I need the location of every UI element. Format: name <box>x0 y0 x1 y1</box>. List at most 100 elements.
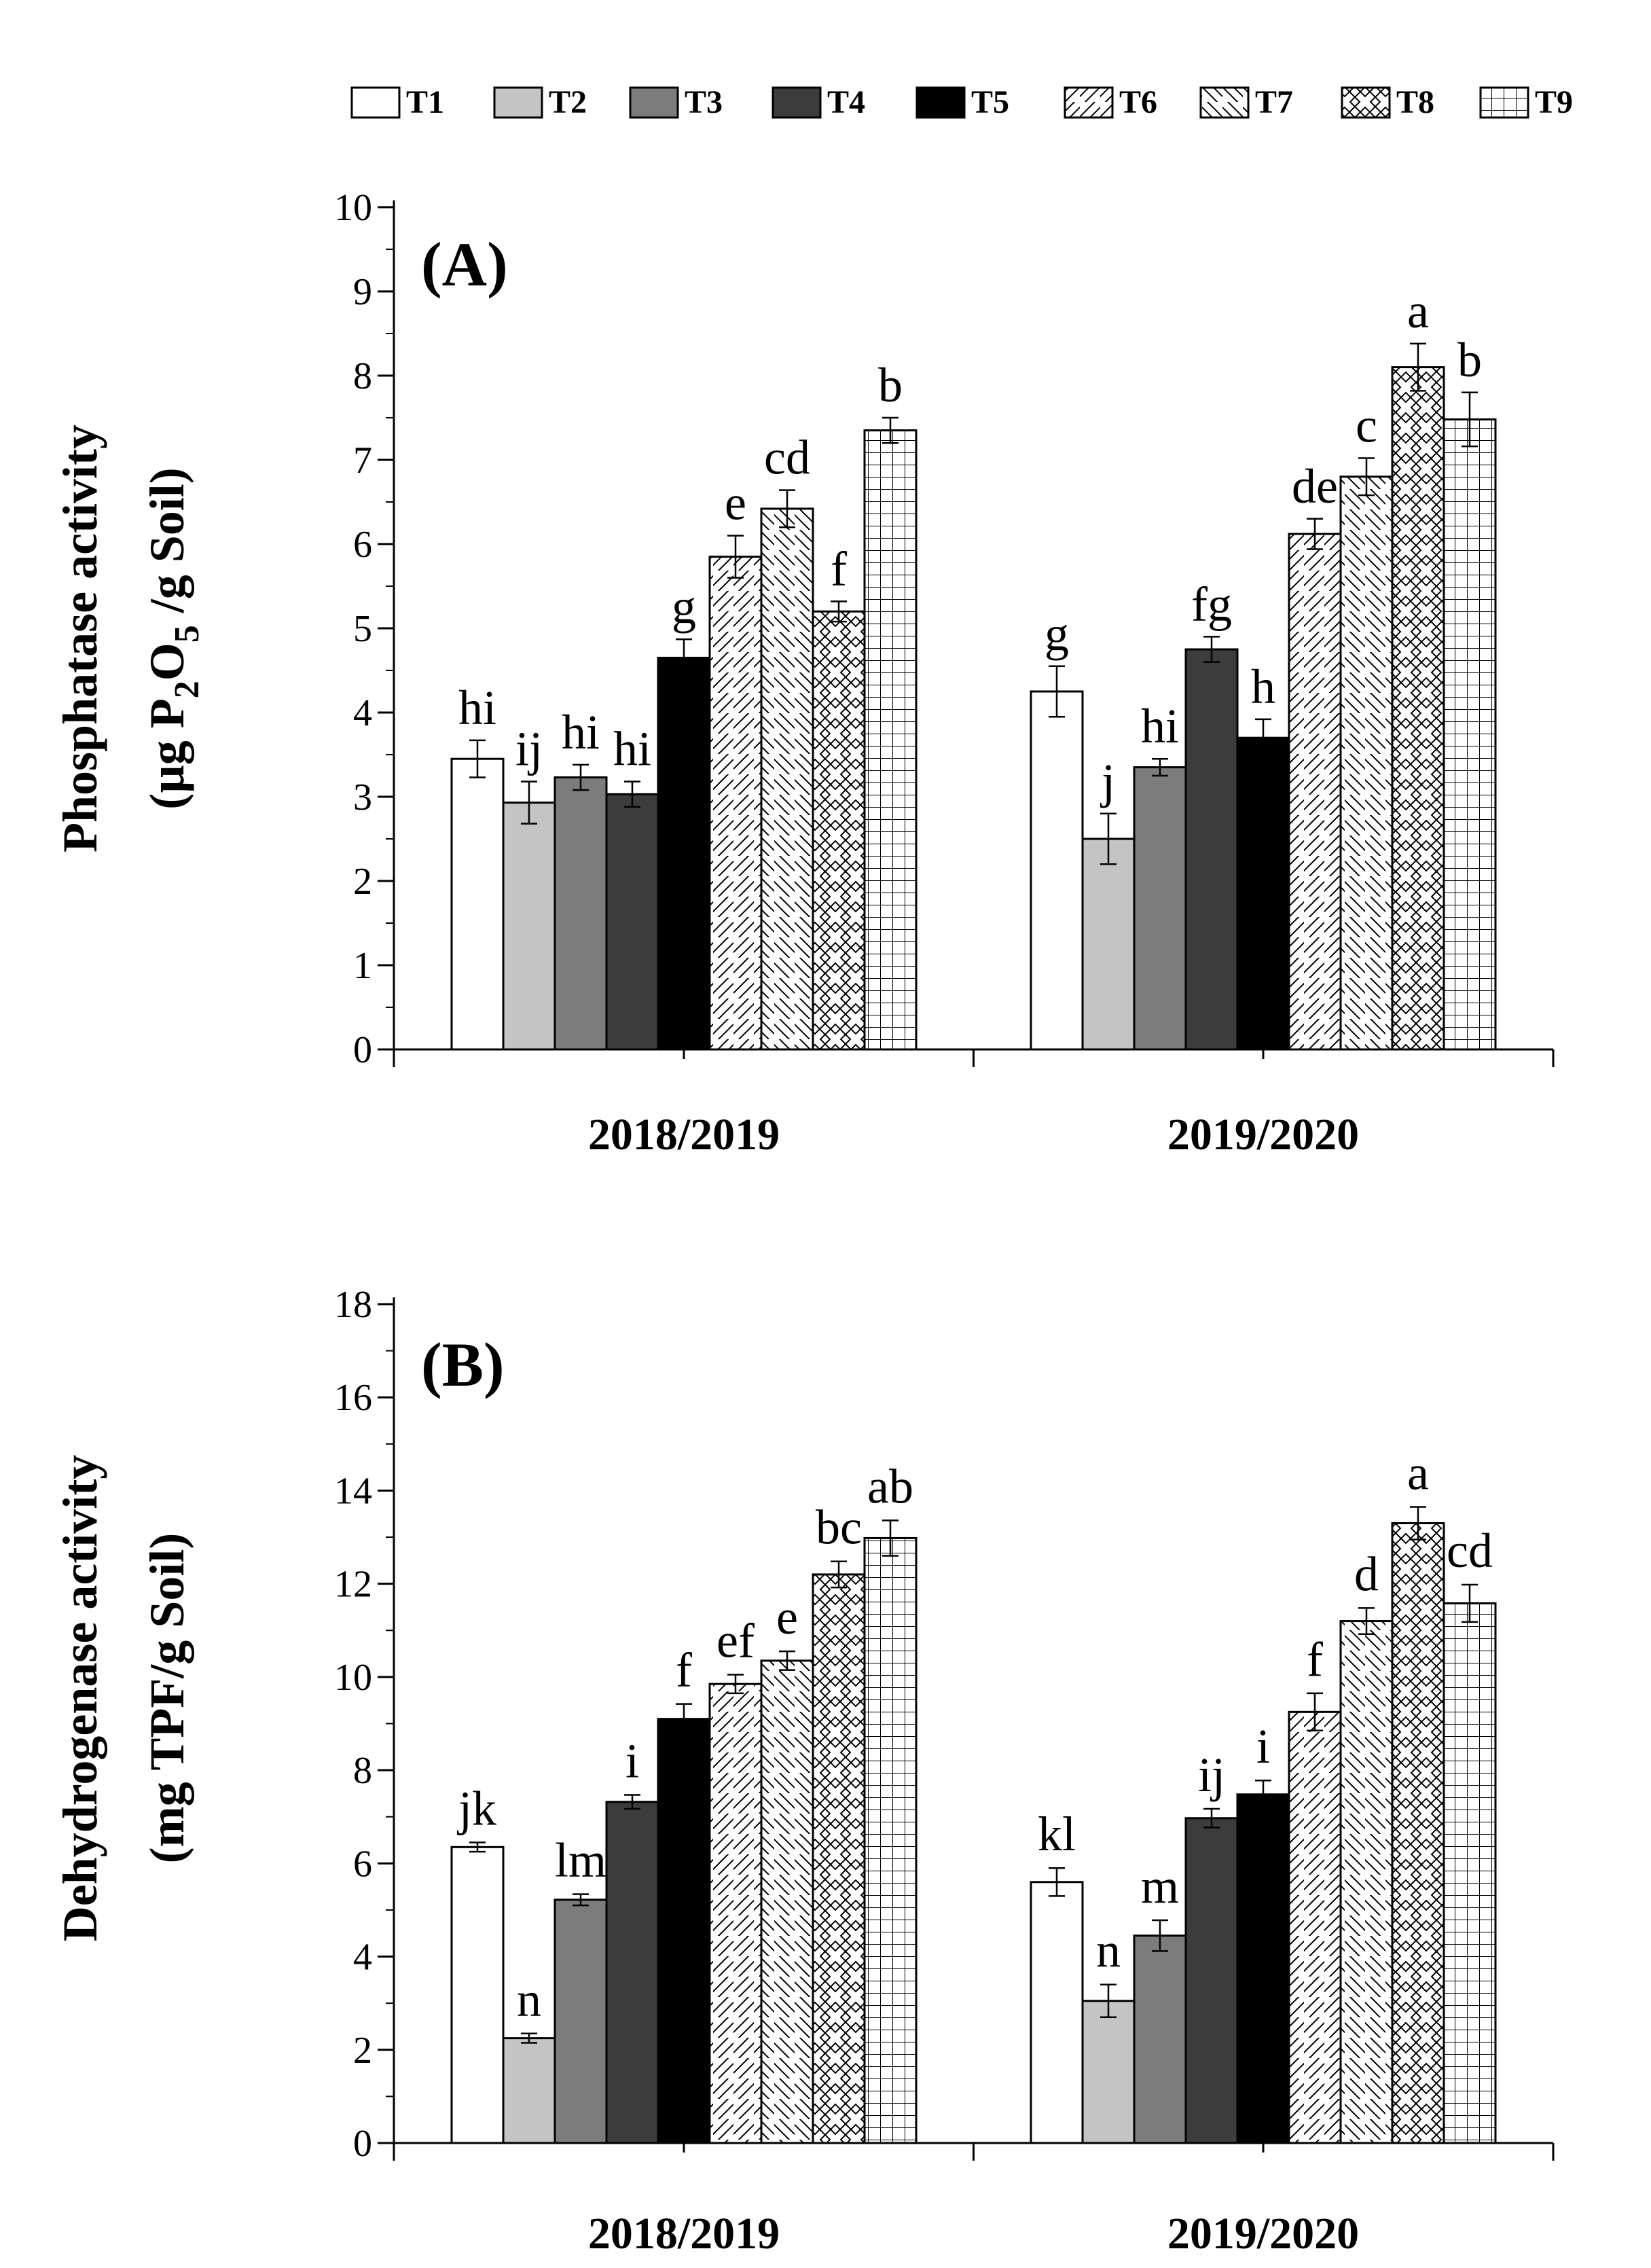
panel-b-category-label: 2019/2020 <box>1167 2209 1359 2258</box>
panel-b-significance-letter: n <box>1096 1924 1121 1978</box>
panel-b-y-tick-label: 6 <box>353 1843 372 1885</box>
panel-b-significance-letter: a <box>1407 1445 1429 1500</box>
panel-a-bar-t4-2 <box>1184 648 1239 1051</box>
panel-a-significance-letter: b <box>878 358 903 412</box>
legend-item-t5: T5 <box>915 84 1009 120</box>
panel-b-significance-letter: bc <box>816 1500 862 1555</box>
legend-swatch <box>1064 86 1114 119</box>
legend-swatch <box>1479 86 1529 119</box>
legend-swatch <box>1199 86 1250 119</box>
panel-b-bar-t9-2 <box>1443 1602 1497 2144</box>
panel-a-significance-letter: g <box>672 579 696 634</box>
panel-a-significance-letter: fg <box>1191 577 1232 631</box>
panel-a-bar-t3-1 <box>554 776 608 1051</box>
panel-b-ylabel-line1: Dehydrogenase activity <box>53 1455 107 1942</box>
panel-a-bar-t6-1 <box>708 556 763 1051</box>
legend-label: T9 <box>1535 84 1573 120</box>
panel-a-category-label: 2018/2019 <box>588 1110 780 1159</box>
panel-a-y-tick-label: 1 <box>353 945 372 987</box>
panel-a-y-tick-label: 10 <box>334 187 372 229</box>
legend-label: T7 <box>1255 84 1293 120</box>
panel-b-bar-t8-1 <box>812 1573 866 2144</box>
panel-b-y-tick-label: 10 <box>334 1657 372 1699</box>
legend-label: T2 <box>549 84 587 120</box>
panel-a-bar-t5-2 <box>1236 736 1290 1051</box>
panel-b-y-tick-label: 0 <box>353 2123 372 2165</box>
panel-a-y-tick-label: 3 <box>353 776 372 818</box>
panel-b-bar-t5-1 <box>657 1718 711 2144</box>
panel-b-significance-letter: kl <box>1038 1807 1076 1861</box>
panel-b-bar-t2-1 <box>502 2037 556 2144</box>
panel-a-bar-t3-2 <box>1133 766 1187 1051</box>
panel-a-label: (A) <box>421 230 508 299</box>
panel-b-significance-letter: f <box>676 1643 692 1697</box>
panel-b-significance-letter: e <box>776 1590 798 1644</box>
panel-b-bar-t2-2 <box>1081 2000 1136 2144</box>
legend-item-t6: T6 <box>1064 84 1157 120</box>
panel-a-significance-letter: hi <box>458 681 496 735</box>
panel-a-y-tick-label: 7 <box>353 439 372 482</box>
panel-b-y-tick-label: 18 <box>334 1284 372 1326</box>
panel-b-bar-t6-2 <box>1288 1710 1342 2144</box>
panel-a-ylabel-line1: Phosphatase activity <box>53 425 107 852</box>
panel-b-significance-letter: i <box>625 1733 639 1788</box>
panel-a-bar-t5-1 <box>657 656 711 1051</box>
panel-a-significance-letter: f <box>831 541 847 596</box>
legend-item-t2: T2 <box>493 84 587 120</box>
panel-a-significance-letter: a <box>1407 284 1429 338</box>
panel-a-bar-t8-2 <box>1391 366 1445 1051</box>
panel-b-bar-t6-1 <box>708 1682 763 2144</box>
panel-a-significance-letter: j <box>1100 754 1115 808</box>
panel-a-bar-t7-1 <box>760 507 814 1051</box>
panel-b-bar-t3-2 <box>1133 1934 1187 2144</box>
panel-b-significance-letter: m <box>1141 1859 1179 1913</box>
panel-b-significance-letter: d <box>1354 1547 1379 1601</box>
legend-label: T6 <box>1119 84 1157 120</box>
panel-a-bar-t2-2 <box>1081 838 1136 1051</box>
panel-a-significance-letter: de <box>1292 459 1338 514</box>
panel-b-category-label: 2018/2019 <box>588 2209 780 2258</box>
panel-a-y-tick-label: 9 <box>353 271 372 313</box>
legend-item-t7: T7 <box>1199 84 1293 120</box>
panel-a-bar-t9-2 <box>1443 418 1497 1051</box>
panel-b-y-tick-label: 16 <box>334 1377 372 1419</box>
panel-a-bar-t6-2 <box>1288 533 1342 1051</box>
panel-a-bar-t7-2 <box>1339 475 1394 1051</box>
panel-a-bar-t8-1 <box>812 610 866 1051</box>
panel-a-significance-letter: b <box>1457 333 1482 387</box>
panel-a-significance-letter: hi <box>562 705 600 759</box>
panel-b-bar-t5-2 <box>1236 1793 1290 2144</box>
legend-item-t1: T1 <box>350 84 444 120</box>
panel-a-significance-letter: g <box>1045 607 1069 661</box>
panel-b-bar-t3-1 <box>554 1898 608 2144</box>
panel-a-y-tick-label: 8 <box>353 355 372 397</box>
panel-a-category-label: 2019/2020 <box>1167 1110 1359 1159</box>
panel-b-significance-letter: ab <box>867 1459 913 1513</box>
panel-a-significance-letter: cd <box>764 431 810 485</box>
panel-b-label: (B) <box>421 1330 505 1399</box>
panel-a-y-tick-label: 2 <box>353 861 372 903</box>
panel-a-phosphatase-chart: (A) Phosphatase activity (µg P2O5 /g Soi… <box>53 187 1555 1159</box>
panel-a-ylabel-line2: (µg P2O5 /g Soil) <box>140 467 206 810</box>
panel-b-bar-t4-1 <box>605 1801 659 2144</box>
legend-label: T1 <box>406 84 444 120</box>
panel-b-bar-t4-2 <box>1184 1817 1239 2144</box>
legend-label: T8 <box>1396 84 1434 120</box>
panel-b-significance-letter: i <box>1256 1719 1270 1774</box>
panel-a-bar-t1-2 <box>1030 690 1084 1051</box>
panel-b-dehydrogenase-chart: (B) Dehydrogenase activity (mg TPF/g Soi… <box>53 1284 1555 2258</box>
legend-swatch <box>629 86 679 119</box>
panel-a-bar-t9-1 <box>863 429 918 1051</box>
panel-a-significance-letter: ij <box>515 722 543 776</box>
panel-b-bar-t7-2 <box>1339 1620 1394 2144</box>
panel-b-significance-letter: cd <box>1447 1524 1493 1578</box>
panel-b-bar-t7-1 <box>760 1659 814 2144</box>
legend-item-t8: T8 <box>1341 84 1434 120</box>
panel-a-significance-letter: hi <box>613 722 651 776</box>
legend-swatch <box>350 86 401 119</box>
panel-b-ylabel-line2: (mg TPF/g Soil) <box>140 1533 194 1864</box>
panel-b-y-tick-label: 8 <box>353 1750 372 1792</box>
legend-swatch <box>493 86 543 119</box>
panel-b-significance-letter: ij <box>1198 1748 1225 1802</box>
